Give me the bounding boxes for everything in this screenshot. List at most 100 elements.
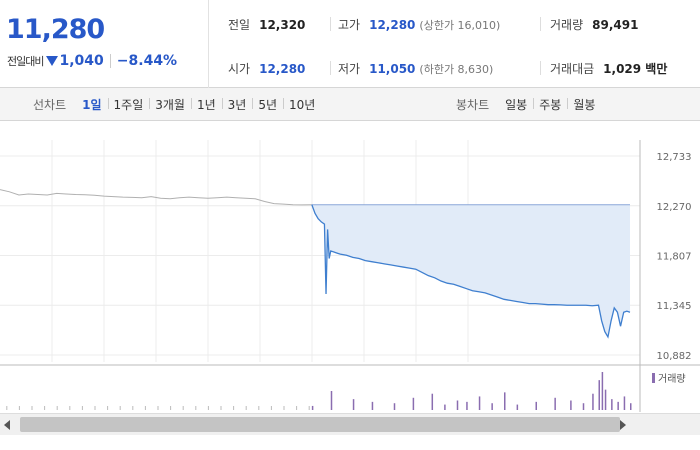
volume-bar-prev xyxy=(207,406,209,410)
amount-label: 거래대금 xyxy=(550,62,595,76)
line-chart-tabs: 선차트 1일 1주일 3개월 1년 3년 5년 10년 xyxy=(33,88,321,120)
change-row: 전일대비 1,040 −8.44% xyxy=(7,53,177,69)
current-price: 11,280 xyxy=(6,14,105,45)
volume-bar-prev xyxy=(56,406,58,410)
volume-bar xyxy=(611,399,613,410)
high-stat: 고가 12,280 (상한가 16,010) xyxy=(338,16,500,33)
down-arrow-icon xyxy=(46,56,59,66)
volume-bar xyxy=(601,372,604,410)
volume-bar-prev xyxy=(258,406,260,410)
volume-bar xyxy=(491,403,493,410)
volume-bar xyxy=(516,404,519,410)
tab-1-year[interactable]: 1년 xyxy=(190,96,222,113)
volume-bar xyxy=(393,403,396,410)
volume-bar xyxy=(504,392,506,410)
volume-bar-prev xyxy=(6,406,8,410)
tab-5-years[interactable]: 5년 xyxy=(252,96,283,113)
volume-bar-prev xyxy=(119,406,121,410)
volume-bar-prev xyxy=(296,406,298,410)
volume-bar xyxy=(617,401,619,410)
volume-bar xyxy=(371,401,374,410)
prev-close-label: 전일 xyxy=(228,18,251,32)
upper-limit: (상한가 16,010) xyxy=(419,18,501,32)
change-percent: −8.44% xyxy=(116,53,178,69)
volume-bar-prev xyxy=(144,406,146,410)
high-value: 12,280 xyxy=(369,17,416,32)
volume-bar-prev xyxy=(220,406,222,410)
y-tick-label: 12,270 xyxy=(657,202,692,213)
volume-bar-prev xyxy=(270,406,272,410)
stock-summary: 11,280 전일대비 1,040 −8.44% 전일 12,320 고가 12… xyxy=(0,0,700,88)
tab-3-months[interactable]: 3개월 xyxy=(149,96,191,113)
intraday-chart: 12,733 12,270 11,807 11,345 10,882 거래량 xyxy=(0,140,700,412)
tab-10-years[interactable]: 10년 xyxy=(283,96,321,113)
volume-bar-prev xyxy=(81,406,83,410)
open-value: 12,280 xyxy=(259,61,306,76)
volume-bar-prev xyxy=(94,406,96,410)
change-value: 1,040 xyxy=(59,53,104,69)
line-chart-label: 선차트 xyxy=(33,97,67,112)
y-tick-label: 10,882 xyxy=(657,351,692,362)
volume-value: 89,491 xyxy=(592,17,639,32)
volume-bar-prev xyxy=(308,406,310,410)
tab-daily[interactable]: 일봉 xyxy=(505,97,528,112)
chart-scrollbar[interactable] xyxy=(0,413,700,435)
volume-label: 거래량 xyxy=(550,18,584,32)
volume-bar-prev xyxy=(157,406,159,410)
scroll-thumb[interactable] xyxy=(20,417,620,432)
volume-bar-prev xyxy=(195,406,197,410)
low-value: 11,050 xyxy=(369,61,416,76)
volume-legend-swatch xyxy=(652,373,655,383)
volume-bar-prev xyxy=(170,406,172,410)
candle-chart-label: 봉차트 xyxy=(456,97,490,112)
volume-bar-prev xyxy=(182,406,184,410)
volume-bar-prev xyxy=(233,406,235,410)
chart-period-tabs: 선차트 1일 1주일 3개월 1년 3년 5년 10년 봉차트 일봉 주봉 월봉 xyxy=(0,88,700,121)
tab-3-years[interactable]: 3년 xyxy=(221,96,253,113)
tab-monthly[interactable]: 월봉 xyxy=(567,96,601,113)
amount-stat: 거래대금 1,029 백만 xyxy=(550,60,667,77)
volume-bar xyxy=(598,380,600,410)
change-label: 전일대비 xyxy=(7,55,44,68)
volume-bar-prev xyxy=(18,406,20,410)
volume-bar xyxy=(592,393,594,410)
lower-limit: (하한가 8,630) xyxy=(419,62,494,76)
volume-bar-prev xyxy=(132,406,134,410)
high-label: 고가 xyxy=(338,18,361,32)
low-stat: 저가 11,050 (하한가 8,630) xyxy=(338,60,493,77)
divider xyxy=(330,61,331,75)
volume-bar-prev xyxy=(245,406,247,410)
volume-stat: 거래량 89,491 xyxy=(550,16,638,33)
volume-bar-prev xyxy=(69,406,71,410)
divider xyxy=(109,54,111,68)
volume-bar xyxy=(554,397,556,410)
volume-bar-prev xyxy=(283,406,285,410)
scroll-right-icon[interactable] xyxy=(620,420,626,430)
volume-bar xyxy=(311,405,314,410)
previous-day-line xyxy=(0,189,312,206)
volume-bar xyxy=(623,396,626,410)
volume-bar-prev xyxy=(107,406,109,410)
volume-bar xyxy=(444,404,446,410)
volume-bar xyxy=(431,393,434,410)
volume-bar xyxy=(456,400,459,410)
y-tick-label: 12,733 xyxy=(657,152,692,163)
divider xyxy=(330,17,331,31)
volume-bar xyxy=(466,401,468,410)
low-label: 저가 xyxy=(338,62,361,76)
volume-bar-prev xyxy=(44,406,46,410)
open-label: 시가 xyxy=(228,62,251,76)
tab-1-week[interactable]: 1주일 xyxy=(107,96,150,113)
prev-close-value: 12,320 xyxy=(259,17,306,32)
candle-chart-tabs: 봉차트 일봉 주봉 월봉 xyxy=(456,88,601,120)
volume-bar xyxy=(352,399,355,410)
volume-bar xyxy=(478,396,481,410)
tab-weekly[interactable]: 주봉 xyxy=(533,96,567,113)
price-box: 11,280 전일대비 1,040 −8.44% xyxy=(0,0,209,88)
divider xyxy=(540,61,541,75)
open-stat: 시가 12,280 xyxy=(228,60,305,77)
scroll-left-icon[interactable] xyxy=(4,420,10,430)
tab-1-day[interactable]: 1일 xyxy=(82,97,102,112)
y-tick-label: 11,345 xyxy=(657,301,692,312)
volume-legend-label: 거래량 xyxy=(658,373,686,385)
